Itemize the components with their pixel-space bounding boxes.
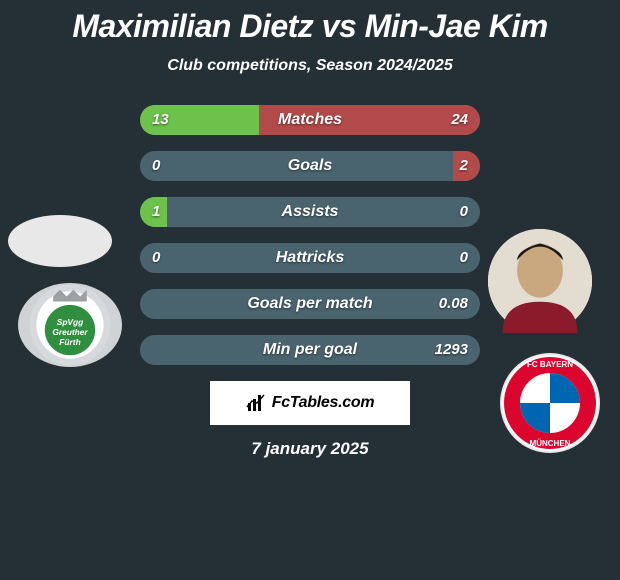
svg-text:MÜNCHEN: MÜNCHEN: [530, 439, 571, 448]
player-silhouette-icon: [488, 229, 592, 333]
bayern-munchen-logo-icon: FC BAYERN MÜNCHEN: [500, 353, 600, 453]
subtitle: Club competitions, Season 2024/2025: [0, 57, 620, 75]
bar-chart-icon: [246, 393, 266, 413]
stat-bars: 1324Matches02Goals10Assists00Hattricks0.…: [140, 105, 480, 365]
stat-value-right: 24: [451, 105, 468, 135]
svg-text:Fürth: Fürth: [59, 337, 80, 347]
stat-value-left: 0: [152, 243, 160, 273]
stat-value-left: 1: [152, 197, 160, 227]
page-title: Maximilian Dietz vs Min-Jae Kim: [0, 0, 620, 45]
svg-text:Greuther: Greuther: [52, 327, 88, 337]
stat-row: 0 2Goals: [140, 151, 480, 181]
right-club-logo: FC BAYERN MÜNCHEN: [500, 353, 600, 453]
stat-value-right: 0.08: [439, 289, 468, 319]
watermark-text: FcTables.com: [272, 394, 375, 412]
stat-label: Goals: [140, 151, 480, 181]
stat-label: Goals per match: [140, 289, 480, 319]
right-player-avatar: [488, 229, 592, 333]
svg-text:FC BAYERN: FC BAYERN: [527, 360, 573, 369]
stat-row: 1293Min per goal: [140, 335, 480, 365]
stat-value-left: 13: [152, 105, 169, 135]
stat-fill-right: [259, 105, 480, 135]
stat-label: Hattricks: [140, 243, 480, 273]
stat-value-left: 0: [152, 151, 160, 181]
stat-row: 1 0Assists: [140, 197, 480, 227]
stat-value-right: 0: [460, 197, 468, 227]
stat-value-right: 1293: [435, 335, 468, 365]
greuther-furth-logo-icon: SpVgg Greuther Fürth: [18, 283, 122, 367]
left-club-logo: SpVgg Greuther Fürth: [18, 283, 122, 367]
stat-label: Min per goal: [140, 335, 480, 365]
stat-value-right: 2: [460, 151, 468, 181]
svg-text:SpVgg: SpVgg: [57, 317, 84, 327]
stat-value-right: 0: [460, 243, 468, 273]
watermark: FcTables.com: [210, 381, 410, 425]
stat-row: 1324Matches: [140, 105, 480, 135]
stat-label: Assists: [140, 197, 480, 227]
comparison-card: Maximilian Dietz vs Min-Jae Kim Club com…: [0, 0, 620, 580]
stat-row: 0 0Hattricks: [140, 243, 480, 273]
compare-area: SpVgg Greuther Fürth FC B: [0, 105, 620, 459]
left-player-avatar: [8, 215, 112, 267]
stat-row: 0.08Goals per match: [140, 289, 480, 319]
